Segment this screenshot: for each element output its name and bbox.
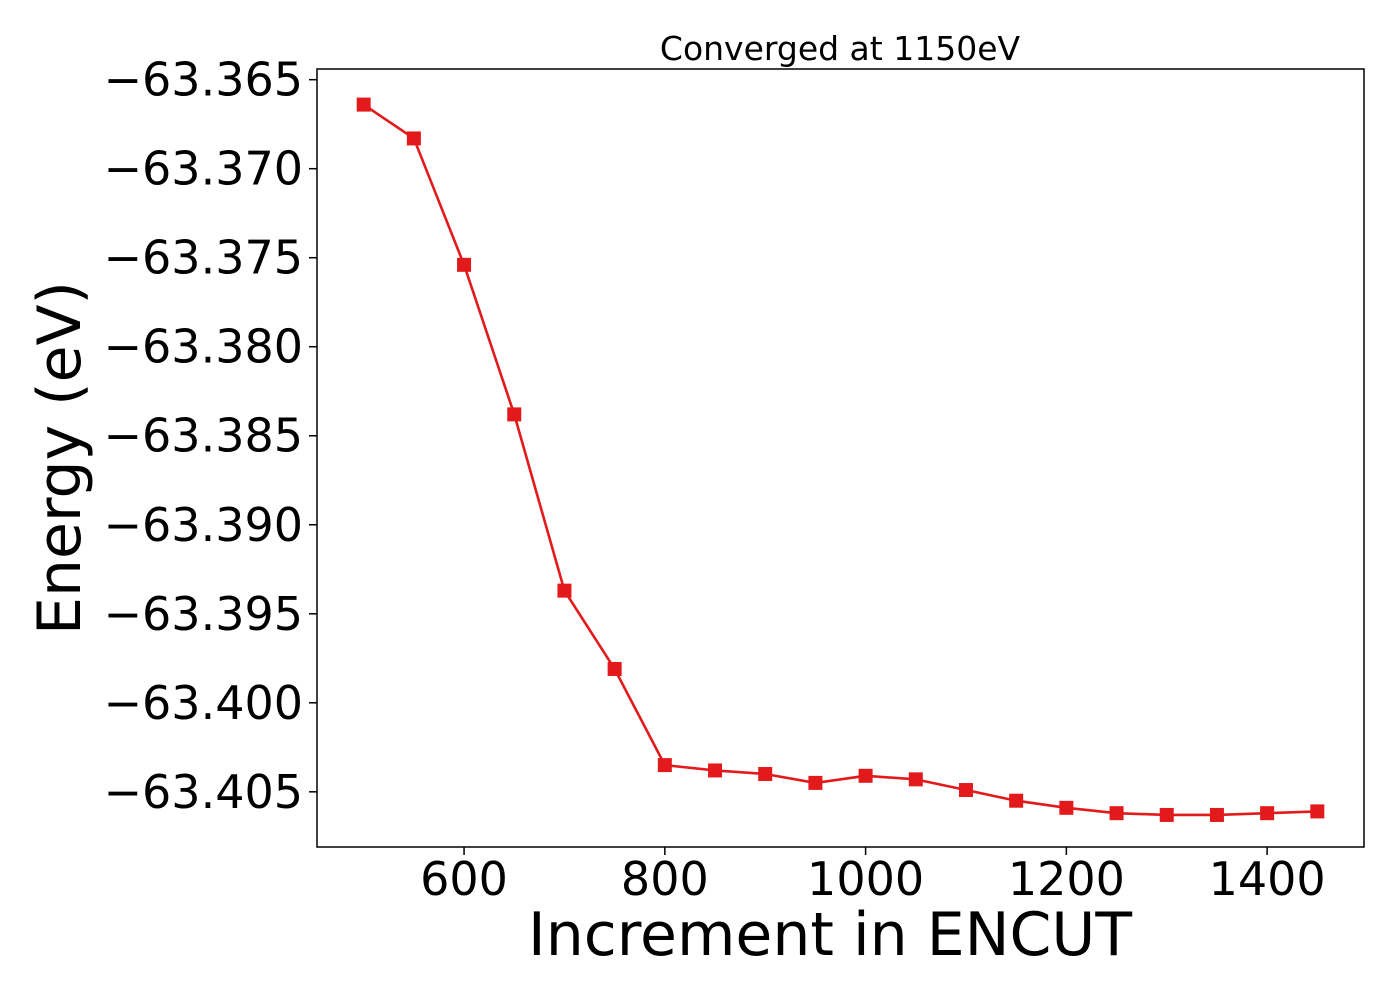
y-tick-label: −63.400 bbox=[104, 676, 304, 730]
plot-frame bbox=[316, 68, 1365, 848]
data-point-marker bbox=[1009, 793, 1024, 808]
x-tick-label: 600 bbox=[420, 852, 508, 906]
data-point-marker bbox=[356, 97, 371, 112]
data-point-marker bbox=[958, 783, 973, 798]
data-point-marker bbox=[758, 767, 773, 782]
data-point-marker bbox=[507, 407, 522, 422]
data-point-marker bbox=[1260, 806, 1275, 821]
y-tick-label: −63.370 bbox=[104, 142, 304, 196]
y-tick-label: −63.375 bbox=[104, 231, 304, 285]
data-point-marker bbox=[708, 763, 723, 778]
data-point-marker bbox=[1059, 800, 1074, 815]
data-point-marker bbox=[858, 768, 873, 783]
chart-title: Converged at 1150eV bbox=[660, 29, 1021, 68]
y-axis-title: Energy (eV) bbox=[25, 281, 95, 635]
data-point-marker bbox=[908, 772, 923, 787]
data-point-marker bbox=[808, 775, 823, 790]
x-axis-title: Increment in ENCUT bbox=[528, 900, 1132, 970]
x-tick-label: 1400 bbox=[1209, 852, 1326, 906]
data-point-marker bbox=[1310, 804, 1325, 819]
data-point-marker bbox=[406, 131, 421, 146]
x-tick-label: 1000 bbox=[807, 852, 924, 906]
y-axis: −63.365 −63.370 −63.375 −63.380 −63.385 −63.3… bbox=[104, 53, 317, 819]
data-point-marker bbox=[607, 661, 622, 676]
data-point-marker bbox=[1209, 807, 1224, 822]
data-point-marker bbox=[1109, 806, 1124, 821]
y-tick-label: −63.385 bbox=[104, 409, 304, 463]
x-axis: 600 800 1000 1200 1400 bbox=[420, 847, 1326, 906]
x-tick-label: 1200 bbox=[1008, 852, 1125, 906]
y-tick-label: −63.405 bbox=[104, 765, 304, 819]
series-line bbox=[362, 103, 1318, 817]
y-tick-label: −63.395 bbox=[104, 587, 304, 641]
data-point-marker bbox=[1159, 807, 1174, 822]
data-point-marker bbox=[457, 257, 472, 272]
y-tick-label: −63.380 bbox=[104, 320, 304, 374]
y-tick-label: −63.390 bbox=[104, 498, 304, 552]
plot-area bbox=[356, 97, 1325, 822]
y-tick-label: −63.365 bbox=[104, 53, 304, 107]
data-point-marker bbox=[657, 758, 672, 773]
x-tick-label: 800 bbox=[621, 852, 709, 906]
data-point-marker bbox=[557, 583, 572, 598]
